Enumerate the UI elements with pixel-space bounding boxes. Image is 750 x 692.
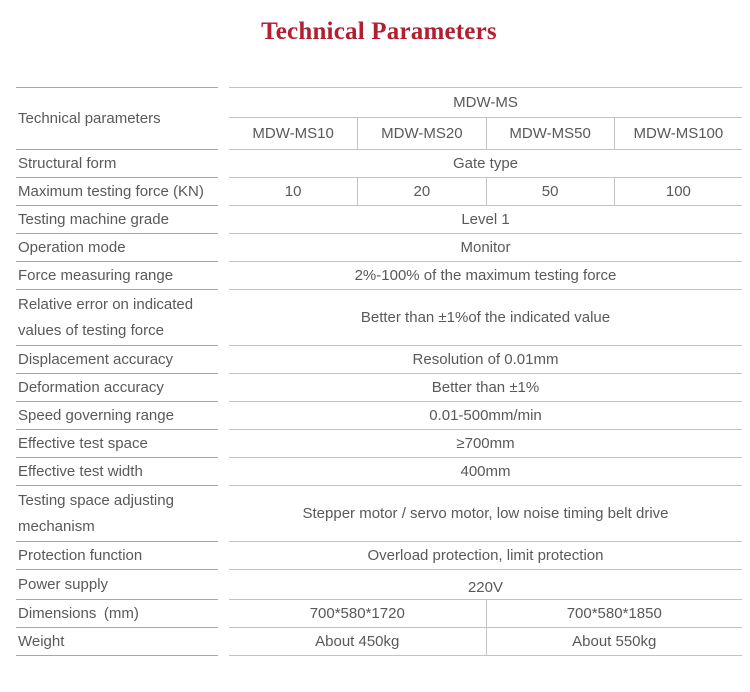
model-header-cell: MDW-MS10	[229, 118, 357, 149]
param-label: Effective test space	[18, 434, 148, 452]
param-value-cell: Level 1	[229, 206, 742, 234]
param-value-cell: About 450kg	[229, 628, 486, 655]
param-label-cell: Testing machine grade	[16, 206, 218, 234]
param-label-cell: Dimensions (mm)	[16, 600, 218, 628]
param-label: Structural form	[18, 154, 117, 172]
param-label-cell: Maximum testing force (KN)	[16, 178, 218, 206]
param-value: 50	[541, 183, 559, 200]
param-value-cell: Better than ±1%of the indicated value	[229, 290, 742, 346]
param-value-cell: 0.01-500mm/min	[229, 402, 742, 430]
param-value-row: About 450kg About 550kg	[229, 628, 742, 656]
param-value-row: 10 20 50 100	[229, 178, 742, 206]
param-label: Maximum testing force (KN)	[18, 182, 204, 200]
param-label: Testing machine grade	[18, 210, 169, 228]
param-header-cell: Technical parameters	[16, 88, 218, 150]
page: Technical Parameters Technical parameter…	[16, 18, 742, 656]
param-value-cell: 20	[357, 178, 485, 205]
param-value-row: 700*580*1720 700*580*1850	[229, 600, 742, 628]
param-value: Monitor	[460, 239, 511, 256]
param-label: Displacement accuracy	[18, 350, 174, 368]
model-name: MDW-MS50	[509, 125, 591, 142]
param-header-label: Technical parameters	[18, 109, 161, 127]
param-label-cell: Relative error on indicated values of te…	[16, 290, 218, 346]
param-label: Speed governing range	[18, 406, 174, 424]
param-label: Weight	[18, 632, 65, 650]
param-label: Deformation accuracy	[18, 378, 164, 396]
param-value: Gate type	[452, 155, 519, 172]
param-labels-column: Technical parameters Structural form Maxi…	[16, 87, 218, 656]
param-label-cell: Force measuring range	[16, 262, 218, 290]
param-value-cell: 220V	[229, 570, 742, 600]
param-value: 400mm	[460, 463, 511, 480]
param-value-cell: Better than ±1%	[229, 374, 742, 402]
param-label-cell: Weight	[16, 628, 218, 656]
column-gutter	[218, 87, 229, 656]
param-value: About 450kg	[315, 633, 400, 650]
param-value-cell: Gate type	[229, 150, 742, 178]
param-value-cell: 10	[229, 178, 357, 205]
param-value: Better than ±1%of the indicated value	[360, 309, 611, 326]
param-value-cell: 50	[485, 178, 614, 205]
param-value-cell: 2%-100% of the maximum testing force	[229, 262, 742, 290]
param-value: Better than ±1%	[431, 379, 540, 396]
model-header-cell: MDW-MS20	[357, 118, 485, 149]
param-value: 220V	[467, 579, 504, 596]
param-value-cell: 700*580*1720	[229, 600, 486, 627]
param-value-cell: Overload protection, limit protection	[229, 542, 742, 570]
model-name: MDW-MS20	[381, 125, 463, 142]
model-name: MDW-MS10	[252, 125, 334, 142]
param-value-cell: Stepper motor / servo motor, low noise t…	[229, 486, 742, 542]
param-value: 10	[284, 183, 302, 200]
param-value-cell: About 550kg	[485, 628, 743, 655]
models-header-row: MDW-MS10 MDW-MS20 MDW-MS50 MDW-MS100	[229, 118, 742, 150]
param-value-cell: 700*580*1850	[485, 600, 743, 627]
param-value: 2%-100% of the maximum testing force	[354, 267, 617, 284]
model-header-cell: MDW-MS50	[485, 118, 614, 149]
param-value-cell: Monitor	[229, 234, 742, 262]
param-values-column: MDW-MS MDW-MS10 MDW-MS20 MDW-MS50 MDW-MS100…	[229, 87, 742, 656]
param-value: 0.01-500mm/min	[429, 407, 542, 424]
param-value: Level 1	[461, 211, 510, 228]
spec-table: Technical parameters Structural form Maxi…	[16, 87, 742, 656]
param-label-cell: Effective test width	[16, 458, 218, 486]
param-value: About 550kg	[572, 633, 657, 650]
model-header-cell: MDW-MS100	[613, 118, 742, 149]
param-value-cell: 100	[613, 178, 742, 205]
param-value: Resolution of 0.01mm	[412, 351, 559, 368]
param-value: 700*580*1850	[566, 605, 662, 622]
param-label-cell: Operation mode	[16, 234, 218, 262]
param-label: Power supply	[18, 575, 109, 593]
param-label: Force measuring range	[18, 266, 174, 284]
param-value-cell: 400mm	[229, 458, 742, 486]
param-label: Protection function	[18, 546, 143, 564]
page-title: Technical Parameters	[261, 18, 497, 45]
param-value: Overload protection, limit protection	[367, 547, 604, 564]
param-value: Stepper motor / servo motor, low noise t…	[302, 505, 669, 522]
param-value-cell: ≥700mm	[229, 430, 742, 458]
param-label: Effective test width	[18, 462, 143, 480]
param-label: Operation mode	[18, 238, 126, 256]
param-label: Dimensions (mm)	[18, 604, 139, 622]
param-label-cell: Protection function	[16, 542, 218, 570]
param-value: 700*580*1720	[309, 605, 405, 622]
param-value: ≥700mm	[456, 435, 515, 452]
series-label: MDW-MS	[453, 94, 518, 111]
series-header-cell: MDW-MS	[229, 88, 742, 118]
param-value: 100	[665, 183, 691, 200]
model-name: MDW-MS100	[633, 125, 724, 142]
param-label: Testing space adjusting mechanism	[18, 491, 174, 535]
param-label-cell: Effective test space	[16, 430, 218, 458]
param-label-cell: Structural form	[16, 150, 218, 178]
param-label: Relative error on indicated values of te…	[18, 295, 194, 339]
param-value: 20	[413, 183, 431, 200]
param-label-cell: Displacement accuracy	[16, 346, 218, 374]
param-label-cell: Deformation accuracy	[16, 374, 218, 402]
param-label-cell: Power supply	[16, 570, 218, 600]
param-label-cell: Testing space adjusting mechanism	[16, 486, 218, 542]
param-value-cell: Resolution of 0.01mm	[229, 346, 742, 374]
param-label-cell: Speed governing range	[16, 402, 218, 430]
